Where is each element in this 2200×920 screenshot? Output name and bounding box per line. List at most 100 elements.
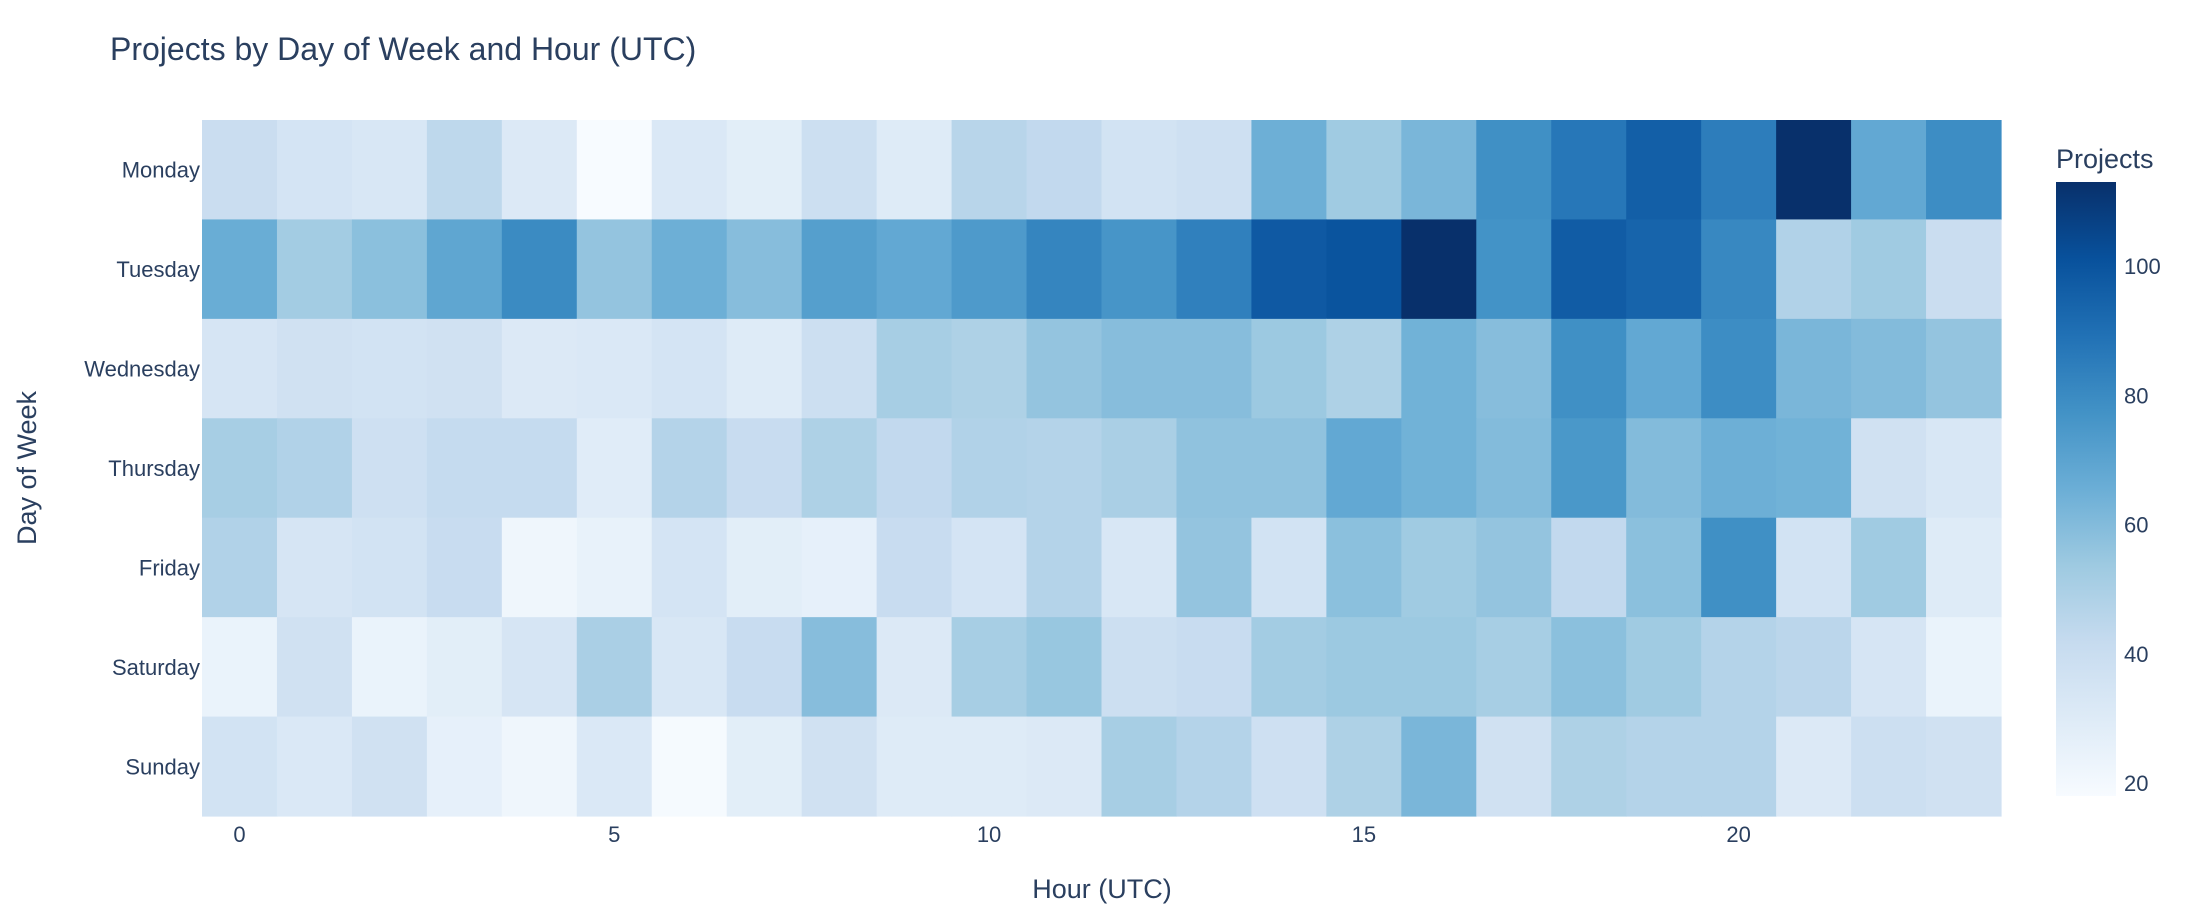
heatmap-cell (1551, 219, 1627, 320)
heatmap-cell (1701, 219, 1777, 320)
heatmap-cell (351, 617, 428, 718)
heatmap-cell (1551, 716, 1627, 817)
heatmap-cell (1551, 418, 1627, 519)
heatmap-cell (426, 219, 503, 320)
heatmap-cell (501, 418, 578, 519)
heatmap-cell (1251, 318, 1327, 419)
heatmap-cell (1326, 517, 1402, 618)
heatmap-cell (276, 219, 353, 320)
heatmap-cell (1326, 716, 1402, 817)
y-tick-label: Monday (122, 158, 200, 183)
heatmap-cell (1176, 219, 1253, 320)
heatmap-cell (876, 517, 953, 618)
heatmap-cell (576, 617, 653, 718)
heatmap-cell (1476, 617, 1552, 718)
x-tick-label: 5 (608, 822, 620, 847)
y-axis-title: Day of Week (12, 390, 42, 545)
heatmap-cell (1101, 617, 1178, 718)
heatmap-cell (351, 418, 428, 519)
heatmap-cell (1401, 517, 1477, 618)
heatmap-cell (276, 517, 353, 618)
heatmap-cell (576, 318, 653, 419)
heatmap-cell (501, 318, 578, 419)
heatmap-cell (651, 318, 728, 419)
heatmap-cell (1176, 517, 1253, 618)
heatmap-cell (876, 716, 953, 817)
heatmap-cell (651, 418, 728, 519)
x-tick-label: 0 (233, 822, 245, 847)
heatmap-cell (1026, 219, 1103, 320)
colorbar (2056, 182, 2116, 796)
heatmap-cell (876, 120, 953, 221)
heatmap-cell (876, 318, 953, 419)
heatmap-cell (1851, 318, 1927, 419)
y-tick-label: Friday (139, 555, 200, 580)
heatmap-cell (1851, 418, 1927, 519)
heatmap-cell (576, 517, 653, 618)
y-tick-label: Wednesday (84, 357, 200, 382)
heatmap-cell (951, 219, 1028, 320)
heatmap-cell (726, 517, 803, 618)
heatmap-cell (951, 617, 1028, 718)
heatmap-cell (1101, 716, 1178, 817)
heatmap-cell (1551, 517, 1627, 618)
x-axis-ticks: 0 5 10 15 20 (233, 822, 1751, 847)
heatmap-cell (1251, 120, 1327, 221)
heatmap-cell (1026, 120, 1103, 221)
heatmap-cell (801, 517, 878, 618)
heatmap-cell (1026, 617, 1103, 718)
heatmap-cell (1626, 716, 1702, 817)
heatmap-cell (1626, 617, 1702, 718)
heatmap-cell (276, 716, 353, 817)
heatmap-cell (1851, 219, 1927, 320)
heatmap-cell (1401, 617, 1477, 718)
heatmap-cell (1551, 617, 1627, 718)
colorbar-tick-label: 100 (2124, 254, 2161, 279)
heatmap-cell (726, 716, 803, 817)
heatmap-cell (1401, 318, 1477, 419)
heatmap-cell (726, 617, 803, 718)
heatmap-cell (801, 617, 878, 718)
heatmap-cell (276, 318, 353, 419)
heatmap-cell (726, 219, 803, 320)
heatmap-cell (1251, 617, 1327, 718)
heatmap-cell (1476, 318, 1552, 419)
heatmap-cell (351, 318, 428, 419)
heatmap-cell (1476, 219, 1552, 320)
heatmap-cell (1926, 219, 2002, 320)
heatmap-cell (501, 517, 578, 618)
heatmap-cell (801, 318, 878, 419)
heatmap-cell (1776, 318, 1852, 419)
heatmap-cell (1176, 716, 1253, 817)
heatmap-cell (501, 219, 578, 320)
heatmap-cell (202, 318, 278, 419)
heatmap-cell (951, 716, 1028, 817)
heatmap-cell (651, 120, 728, 221)
heatmap-cell (1926, 617, 2002, 718)
heatmap-cell (1776, 219, 1852, 320)
heatmap-cell (426, 716, 503, 817)
heatmap-cell (1176, 617, 1253, 718)
heatmap-cell (1026, 418, 1103, 519)
heatmap-cell (1851, 617, 1927, 718)
heatmap-cell (1026, 318, 1103, 419)
heatmap-cell (876, 219, 953, 320)
heatmap-cell (1176, 120, 1253, 221)
heatmap-cell (202, 716, 278, 817)
heatmap-cell (1326, 418, 1402, 519)
heatmap-cell (651, 517, 728, 618)
heatmap-cell (1251, 517, 1327, 618)
heatmap-cell (351, 517, 428, 618)
heatmap-cell (951, 418, 1028, 519)
heatmap-cell (1401, 120, 1477, 221)
heatmap-cell (1851, 120, 1927, 221)
y-axis-ticks: Monday Tuesday Wednesday Thursday Friday Satu… (84, 158, 200, 780)
heatmap-cell (1326, 617, 1402, 718)
heatmap-cell (1326, 318, 1402, 419)
colorbar-ticks: 20 40 60 80 100 (2124, 254, 2161, 796)
heatmap-cell (501, 716, 578, 817)
heatmap-cell (1776, 716, 1852, 817)
colorbar-tick-label: 40 (2124, 642, 2148, 667)
heatmap-cell (576, 716, 653, 817)
